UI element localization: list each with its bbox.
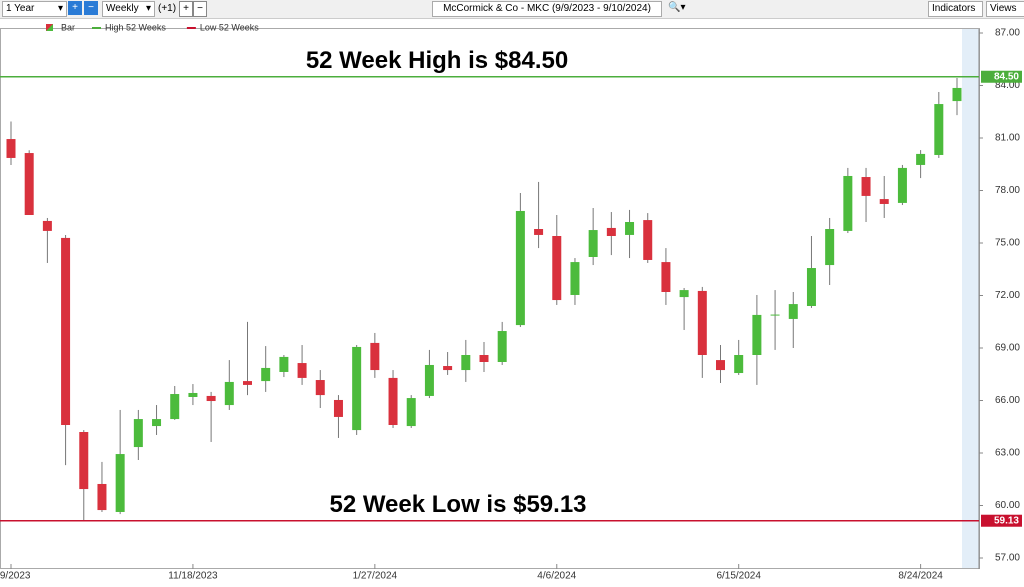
x-tick-label: 4/6/2024 bbox=[537, 571, 576, 582]
candle-body bbox=[770, 314, 780, 316]
y-tick-label: 84.00 bbox=[995, 80, 1020, 91]
candle-body bbox=[861, 177, 871, 196]
annotation: 52 Week Low is $59.13 bbox=[329, 491, 586, 518]
x-tick-label: 9/9/2023 bbox=[0, 571, 31, 582]
candle-body bbox=[297, 363, 307, 378]
views-button[interactable]: Views bbox=[986, 1, 1024, 17]
x-tick-label: 6/15/2024 bbox=[716, 571, 761, 582]
candle-body bbox=[115, 454, 125, 512]
y-tick-label: 78.00 bbox=[995, 185, 1020, 196]
candle-body bbox=[534, 229, 544, 235]
chart: 57.00 60.00 63.00 66.00 69.00 72.00 75.00 78.00… bbox=[0, 22, 1022, 582]
range-select[interactable]: 1 Year ▾ bbox=[2, 1, 67, 17]
candle-body bbox=[916, 153, 926, 165]
candle-body bbox=[934, 104, 944, 155]
price-tag-label: 59.13 bbox=[994, 515, 1019, 526]
candle-body bbox=[825, 229, 835, 266]
y-tick-label: 66.00 bbox=[995, 395, 1020, 406]
price-tag bbox=[981, 70, 1022, 83]
candle-body bbox=[6, 139, 16, 158]
candle-body bbox=[625, 222, 635, 235]
candle-body bbox=[370, 342, 380, 371]
price-tag-label: 84.50 bbox=[994, 71, 1019, 82]
candle-body bbox=[497, 331, 507, 362]
candle-body bbox=[243, 381, 252, 385]
range-text: 1 Year bbox=[6, 3, 35, 14]
candle-body bbox=[279, 356, 289, 372]
candle-body bbox=[552, 236, 562, 301]
zoom-in[interactable]: + bbox=[68, 1, 82, 15]
candle-body bbox=[333, 399, 343, 417]
toolbar: 1 Year ▾ + − Weekly ▾ (+1) + − McCormick &… bbox=[0, 0, 1024, 19]
candle-body bbox=[515, 210, 525, 326]
candle-body bbox=[97, 483, 107, 511]
candle-body bbox=[24, 153, 34, 215]
legend-label: High 52 Weeks bbox=[105, 22, 166, 32]
y-tick-label: 57.00 bbox=[995, 553, 1020, 564]
candle-body bbox=[606, 227, 616, 236]
candle-body bbox=[661, 262, 671, 292]
add[interactable]: + bbox=[179, 1, 193, 17]
plus-label: (+1) bbox=[158, 3, 177, 14]
legend-label: Low 52 Weeks bbox=[200, 22, 259, 32]
candle-body bbox=[788, 304, 798, 319]
candle-body bbox=[42, 220, 52, 231]
candle-body bbox=[461, 355, 471, 371]
legend-label: Bar bbox=[61, 22, 75, 32]
price-tag bbox=[981, 514, 1022, 527]
candle-body bbox=[388, 377, 398, 425]
candle-body bbox=[570, 262, 580, 295]
candle-body bbox=[406, 398, 416, 427]
remove[interactable]: − bbox=[193, 1, 207, 17]
y-tick-label: 63.00 bbox=[995, 448, 1020, 459]
candle-body bbox=[443, 366, 453, 371]
legend-icon bbox=[46, 24, 53, 31]
candle-body bbox=[897, 167, 907, 203]
y-tick-label: 81.00 bbox=[995, 133, 1020, 144]
candle-body bbox=[224, 381, 234, 406]
candle-body bbox=[424, 364, 434, 396]
candle-body bbox=[133, 419, 143, 448]
candle-body bbox=[843, 175, 853, 231]
candle-body bbox=[734, 355, 744, 374]
indicators-button[interactable]: Indicators bbox=[928, 1, 983, 17]
x-tick-label: 8/24/2024 bbox=[898, 571, 943, 582]
candle-body bbox=[952, 87, 962, 102]
y-tick-label: 60.00 bbox=[995, 500, 1020, 511]
candle-body bbox=[806, 268, 816, 306]
candle-body bbox=[697, 290, 707, 355]
candle-body bbox=[479, 355, 489, 362]
plot-frame bbox=[0, 28, 980, 569]
candle-body bbox=[170, 394, 180, 420]
candle-body bbox=[643, 220, 653, 260]
candle-body bbox=[352, 346, 362, 431]
zoom-out[interactable]: − bbox=[84, 1, 98, 15]
candle-body bbox=[752, 314, 762, 355]
candle-body bbox=[315, 380, 325, 396]
y-tick-label: 87.00 bbox=[995, 28, 1020, 39]
symbol-box[interactable]: McCormick & Co - MKC (9/9/2023 - 9/10/20… bbox=[432, 1, 662, 17]
future-shade bbox=[962, 29, 979, 568]
candle-body bbox=[79, 432, 89, 490]
candle-body bbox=[588, 230, 598, 257]
y-tick-label: 75.00 bbox=[995, 238, 1020, 249]
x-tick-label: 11/18/2023 bbox=[168, 571, 218, 582]
candle-body bbox=[188, 392, 198, 397]
candle-body bbox=[61, 237, 71, 425]
candle-body bbox=[879, 199, 889, 204]
candle-body bbox=[206, 395, 216, 402]
interval-select[interactable]: Weekly ▾ bbox=[102, 1, 155, 17]
y-tick-label: 69.00 bbox=[995, 343, 1020, 354]
search[interactable]: 🔍▾ bbox=[668, 2, 686, 13]
candle-body bbox=[679, 290, 689, 298]
candle-body bbox=[716, 360, 725, 371]
candle-body bbox=[261, 367, 271, 382]
y-tick-label: 72.00 bbox=[995, 290, 1020, 301]
interval-text: Weekly bbox=[106, 3, 139, 14]
annotation: 52 Week High is $84.50 bbox=[306, 47, 568, 74]
x-tick-label: 1/27/2024 bbox=[353, 571, 398, 582]
candle-body bbox=[152, 419, 162, 427]
